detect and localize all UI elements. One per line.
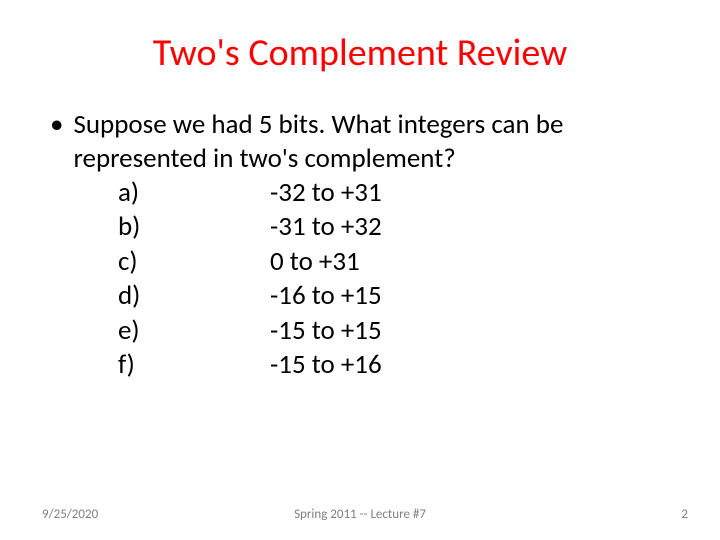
option-row: a) -32 to +31 — [118, 176, 680, 211]
option-row: f) -15 to +16 — [118, 348, 680, 383]
option-label: d) — [118, 279, 270, 314]
slide-content: • Suppose we had 5 bits. What integers c… — [0, 108, 720, 383]
option-value: 0 to +31 — [270, 245, 680, 280]
bullet-icon: • — [50, 108, 63, 142]
option-row: b) -31 to +32 — [118, 210, 680, 245]
option-row: e) -15 to +15 — [118, 314, 680, 349]
option-value: -32 to +31 — [270, 176, 680, 211]
option-row: c) 0 to +31 — [118, 245, 680, 280]
option-label: c) — [118, 245, 270, 280]
question-line: • Suppose we had 5 bits. What integers c… — [50, 108, 680, 176]
slide-footer: 9/25/2020 Spring 2011 -- Lecture #7 2 — [0, 507, 720, 522]
footer-date: 9/25/2020 — [42, 507, 98, 522]
option-label: a) — [118, 176, 270, 211]
options-list: a) -32 to +31 b) -31 to +32 c) 0 to +31 … — [50, 176, 680, 383]
option-label: e) — [118, 314, 270, 349]
option-value: -15 to +16 — [270, 348, 680, 383]
footer-course: Spring 2011 -- Lecture #7 — [294, 507, 426, 522]
option-label: b) — [118, 210, 270, 245]
question-text: Suppose we had 5 bits. What integers can… — [73, 108, 680, 176]
option-value: -31 to +32 — [270, 210, 680, 245]
slide-title: Two's Complement Review — [0, 0, 720, 108]
option-value: -16 to +15 — [270, 279, 680, 314]
option-label: f) — [118, 348, 270, 383]
option-row: d) -16 to +15 — [118, 279, 680, 314]
footer-page: 2 — [681, 507, 688, 522]
option-value: -15 to +15 — [270, 314, 680, 349]
